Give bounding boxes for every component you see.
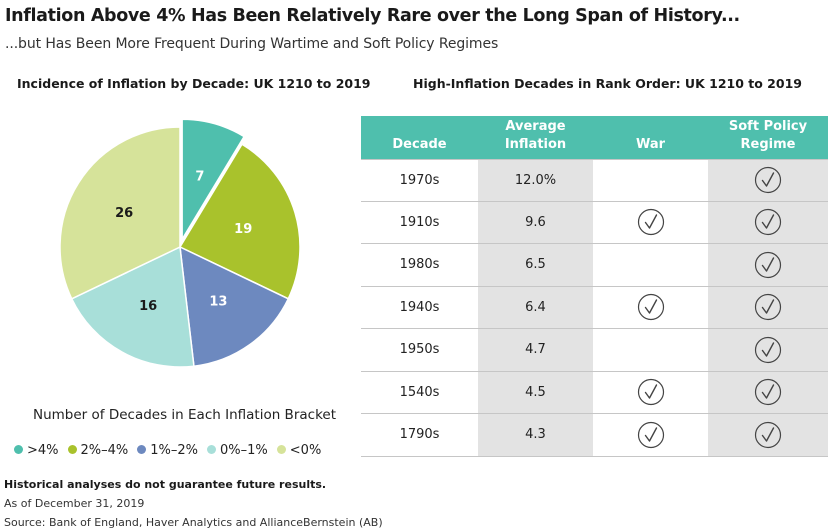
column-header: Average Inflation	[504, 119, 567, 152]
table-row: 1790s 4.3	[361, 414, 828, 457]
table-body: 1970s 12.0% 1910s 9.6 1980s 6.5 1940s 6.4 1950s 4…	[361, 159, 828, 457]
inflation-cell: 4.3	[478, 414, 593, 456]
decade-cell: 1970s	[399, 172, 440, 188]
soft-policy-cell	[708, 244, 828, 286]
chart-title: Inflation Above 4% Has Been Relatively R…	[5, 6, 740, 26]
as-of-date: As of December 31, 2019	[4, 497, 145, 510]
legend-label: 1%–2%	[150, 443, 199, 458]
legend-label: 0%–1%	[220, 443, 268, 458]
soft-policy-cell	[708, 414, 828, 456]
check-circle-icon	[754, 209, 782, 236]
pie-slice-gt-4	[181, 118, 246, 242]
pie-slice-1-2	[179, 245, 290, 368]
legend-swatch	[14, 445, 23, 454]
chart-subtitle: ...but Has Been More Frequent During War…	[5, 36, 499, 52]
war-cell	[593, 372, 708, 414]
check-circle-icon	[754, 294, 782, 321]
legend-item-1-2: 1%–2%	[137, 443, 198, 458]
pie-slice-0-1	[70, 245, 195, 368]
war-cell	[593, 414, 708, 456]
table-row: 1950s 4.7	[361, 329, 828, 372]
pie-caption: Number of Decades in Each Inflation Brac…	[33, 407, 336, 423]
inflation-cell: 4.5	[478, 371, 593, 413]
table-row: 1940s 6.4	[361, 286, 828, 329]
decade-cell: 1540s	[399, 384, 440, 400]
war-cell	[593, 160, 708, 201]
check-circle-icon	[754, 251, 782, 278]
legend-label: >4%	[27, 443, 59, 458]
legend-item-lt-0: <0%	[276, 443, 322, 458]
inflation-cell: 12.0%	[478, 160, 593, 201]
high-inflation-table: Decade Average Inflation War Soft Policy Re…	[361, 116, 828, 457]
check-circle-icon	[637, 379, 664, 406]
legend-label: <0%	[289, 443, 322, 458]
check-circle-icon	[754, 336, 782, 363]
pie-slice-label: 26	[115, 206, 133, 221]
check-circle-icon	[754, 421, 782, 448]
decade-cell: 1950s	[399, 342, 440, 358]
inflation-cell: 6.5	[478, 244, 593, 286]
inflation-cell: 9.6	[478, 201, 593, 243]
table-row: 1540s 4.5	[361, 371, 828, 414]
pie-legend: >4% 2%–4% 1%–2% 0%–1% <0%	[14, 443, 330, 458]
table-header: Decade Average Inflation War Soft Policy Re…	[361, 116, 828, 159]
legend-item-0-1: 0%–1%	[207, 443, 268, 458]
inflation-cell: 6.4	[478, 286, 593, 328]
legend-item-gt-4: >4%	[14, 443, 59, 458]
inflation-cell: 4.7	[478, 329, 593, 371]
war-cell	[593, 287, 708, 329]
soft-policy-cell	[708, 201, 828, 243]
table-row: 1980s 6.5	[361, 244, 828, 287]
check-circle-icon	[754, 379, 782, 406]
column-header: Soft Policy Regime	[728, 119, 808, 152]
pie-slice-lt-0	[59, 126, 181, 300]
legend-swatch	[67, 445, 77, 454]
legend-swatch	[276, 445, 286, 454]
decade-cell: 1980s	[399, 257, 440, 273]
pie-slice-label: 16	[139, 299, 157, 314]
pie-slice-label: 7	[195, 170, 204, 185]
decade-cell: 1790s	[399, 427, 440, 443]
war-cell	[593, 244, 708, 286]
pie-panel-heading: Incidence of Inflation by Decade: UK 121…	[17, 76, 371, 91]
pie-chart: 7 19 13 16 26	[59, 118, 301, 368]
pie-slice-2-4	[178, 143, 301, 300]
legend-swatch	[137, 445, 147, 454]
war-cell	[593, 329, 708, 371]
soft-policy-cell	[708, 160, 828, 201]
decade-cell: 1940s	[399, 299, 440, 315]
column-header: War	[635, 137, 666, 152]
table-row: 1910s 9.6	[361, 201, 828, 244]
disclaimer-note: Historical analyses do not guarantee fut…	[4, 478, 327, 491]
war-cell	[593, 202, 708, 244]
source-note: Source: Bank of England, Haver Analytics…	[4, 516, 383, 529]
table-row: 1970s 12.0%	[361, 159, 828, 202]
check-circle-icon	[637, 294, 664, 321]
check-circle-icon	[754, 167, 782, 194]
check-circle-icon	[637, 209, 664, 236]
decade-cell: 1910s	[399, 214, 440, 230]
soft-policy-cell	[708, 371, 828, 413]
pie-slice-label: 19	[234, 222, 252, 237]
table-panel-heading: High-Inflation Decades in Rank Order: UK…	[413, 76, 802, 91]
pie-slice-label: 13	[209, 295, 227, 310]
soft-policy-cell	[708, 329, 828, 371]
soft-policy-cell	[708, 286, 828, 328]
check-circle-icon	[637, 421, 664, 448]
column-header: Decade	[392, 137, 447, 152]
legend-swatch	[207, 445, 217, 454]
legend-item-2-4: 2%–4%	[67, 443, 129, 458]
legend-label: 2%–4%	[80, 443, 129, 458]
